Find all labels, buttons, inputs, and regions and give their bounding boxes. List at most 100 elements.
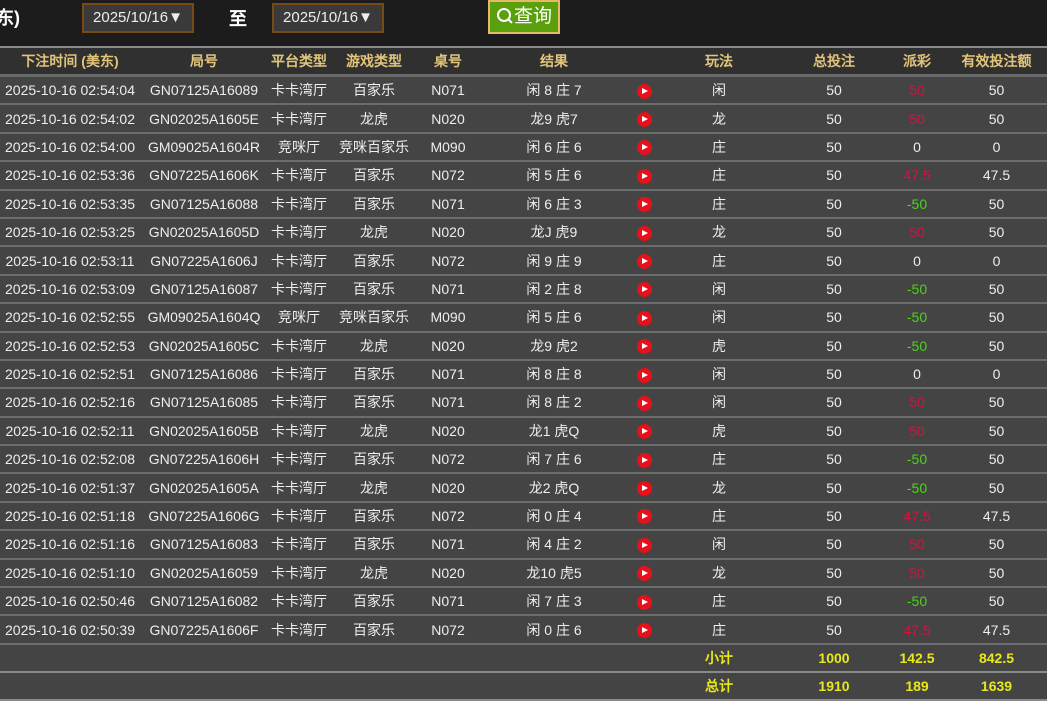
table-row: 2025-10-16 02:54:00 GM09025A1604R 竞咪厅 竞咪百家乐… bbox=[0, 132, 1047, 163]
cell-valid: 0 bbox=[946, 132, 1047, 163]
cell-round: GN07225A1606K bbox=[140, 161, 268, 191]
subtotal-row-label: 小计 bbox=[658, 643, 780, 673]
table-row: 2025-10-16 02:54:04 GN07125A16089 卡卡湾厅 百家乐 N… bbox=[0, 75, 1047, 106]
header-table: 桌号 bbox=[418, 48, 478, 77]
play-video-icon[interactable] bbox=[636, 339, 652, 355]
play-video-icon[interactable] bbox=[636, 481, 652, 497]
cell-round: GN02025A1605D bbox=[140, 217, 268, 248]
cell-table: N071 bbox=[418, 75, 478, 106]
play-video-icon[interactable] bbox=[636, 424, 652, 440]
cell-table: N020 bbox=[418, 217, 478, 248]
cell-table: N020 bbox=[418, 331, 478, 361]
cell-platform: 卡卡湾厅 bbox=[268, 473, 330, 503]
cell-valid: 0 bbox=[946, 359, 1047, 390]
cell-payout: 50 bbox=[888, 388, 946, 418]
cell-time: 2025-10-16 02:51:37 bbox=[0, 473, 140, 503]
cell-payout: 50 bbox=[888, 416, 946, 447]
replay bbox=[630, 303, 658, 333]
play-video-icon[interactable] bbox=[636, 623, 652, 639]
replay bbox=[630, 132, 658, 163]
play-video-icon[interactable] bbox=[636, 537, 652, 553]
cell-table: N020 bbox=[418, 558, 478, 589]
cell-time: 2025-10-16 02:51:18 bbox=[0, 501, 140, 532]
cell-result: 闲 9 庄 9 bbox=[478, 246, 630, 276]
play-video-icon[interactable] bbox=[636, 168, 652, 184]
play-video-icon[interactable] bbox=[636, 282, 652, 298]
cell-round: GN07225A1606H bbox=[140, 445, 268, 475]
cell-game: 龙虎 bbox=[330, 104, 418, 134]
cell-platform: 卡卡湾厅 bbox=[268, 274, 330, 305]
play-video-icon[interactable] bbox=[636, 566, 652, 582]
replay bbox=[630, 473, 658, 503]
replay bbox=[630, 217, 658, 248]
cell-game: 百家乐 bbox=[330, 359, 418, 390]
cell-valid: 50 bbox=[946, 558, 1047, 589]
replay bbox=[630, 246, 658, 276]
cell-platform: 卡卡湾厅 bbox=[268, 75, 330, 106]
cell-game: 百家乐 bbox=[330, 189, 418, 219]
cell-payout: 50 bbox=[888, 75, 946, 106]
cell-game: 竞咪百家乐 bbox=[330, 132, 418, 163]
play-video-icon[interactable] bbox=[636, 452, 652, 468]
cell-table: N071 bbox=[418, 359, 478, 390]
cell-round: GN02025A1605E bbox=[140, 104, 268, 134]
cell-time: 2025-10-16 02:53:36 bbox=[0, 161, 140, 191]
play-video-icon[interactable] bbox=[636, 197, 652, 213]
cell-platform: 卡卡湾厅 bbox=[268, 189, 330, 219]
table-row: 2025-10-16 02:51:18 GN07225A1606G 卡卡湾厅 百家乐 N… bbox=[0, 501, 1047, 532]
cell-platform: 卡卡湾厅 bbox=[268, 416, 330, 447]
cell-bet: 闲 bbox=[658, 274, 780, 305]
cell-time: 2025-10-16 02:53:35 bbox=[0, 189, 140, 219]
table-row: 2025-10-16 02:50:39 GN07225A1606F 卡卡湾厅 百家乐 N… bbox=[0, 615, 1047, 645]
table-row: 2025-10-16 02:52:53 GN02025A1605C 卡卡湾厅 龙虎 N0… bbox=[0, 331, 1047, 361]
cell-bet: 庄 bbox=[658, 615, 780, 645]
cell-platform: 竞咪厅 bbox=[268, 303, 330, 333]
query-button[interactable]: 查询 bbox=[488, 0, 560, 34]
play-video-icon[interactable] bbox=[636, 395, 652, 411]
cell-table: N072 bbox=[418, 445, 478, 475]
cell-total: 50 bbox=[780, 104, 888, 134]
cell-platform: 卡卡湾厅 bbox=[268, 217, 330, 248]
play-video-icon[interactable] bbox=[636, 111, 652, 127]
play-video-icon[interactable] bbox=[636, 367, 652, 383]
cell-valid: 50 bbox=[946, 274, 1047, 305]
to-date-select[interactable]: 2025/10/16▼ bbox=[272, 3, 384, 33]
cell-result: 龙2 虎Q bbox=[478, 473, 630, 503]
cell-bet: 龙 bbox=[658, 473, 780, 503]
cell-payout: -50 bbox=[888, 473, 946, 503]
cell-game: 百家乐 bbox=[330, 246, 418, 276]
cell-payout: -50 bbox=[888, 587, 946, 617]
play-video-icon[interactable] bbox=[636, 225, 652, 241]
cell-platform: 卡卡湾厅 bbox=[268, 445, 330, 475]
cell-payout: 50 bbox=[888, 558, 946, 589]
cell-bet: 庄 bbox=[658, 445, 780, 475]
cell-game: 百家乐 bbox=[330, 161, 418, 191]
cell-total: 50 bbox=[780, 615, 888, 645]
play-video-icon[interactable] bbox=[636, 83, 652, 99]
play-video-icon[interactable] bbox=[636, 594, 652, 610]
cell-bet: 虎 bbox=[658, 416, 780, 447]
cell-total: 50 bbox=[780, 331, 888, 361]
cell-payout: 50 bbox=[888, 104, 946, 134]
cell-result: 龙9 虎7 bbox=[478, 104, 630, 134]
cell-bet: 闲 bbox=[658, 303, 780, 333]
cell-platform: 卡卡湾厅 bbox=[268, 246, 330, 276]
cell-bet: 闲 bbox=[658, 75, 780, 106]
cell-bet: 庄 bbox=[658, 246, 780, 276]
from-date-select[interactable]: 2025/10/16▼ bbox=[82, 3, 194, 33]
cell-total: 50 bbox=[780, 416, 888, 447]
play-video-icon[interactable] bbox=[636, 509, 652, 525]
cell-result: 龙1 虎Q bbox=[478, 416, 630, 447]
cell-round: GN07125A16087 bbox=[140, 274, 268, 305]
play-video-icon[interactable] bbox=[636, 140, 652, 156]
cell-game: 百家乐 bbox=[330, 587, 418, 617]
cell-table: N072 bbox=[418, 615, 478, 645]
cell-time: 2025-10-16 02:51:16 bbox=[0, 530, 140, 560]
header-total: 总投注 bbox=[780, 48, 888, 77]
cell-time: 2025-10-16 02:52:16 bbox=[0, 388, 140, 418]
table-row: 2025-10-16 02:53:35 GN07125A16088 卡卡湾厅 百家乐 N… bbox=[0, 189, 1047, 219]
cell-platform: 卡卡湾厅 bbox=[268, 558, 330, 589]
cell-bet: 闲 bbox=[658, 359, 780, 390]
play-video-icon[interactable] bbox=[636, 253, 652, 269]
play-video-icon[interactable] bbox=[636, 310, 652, 326]
